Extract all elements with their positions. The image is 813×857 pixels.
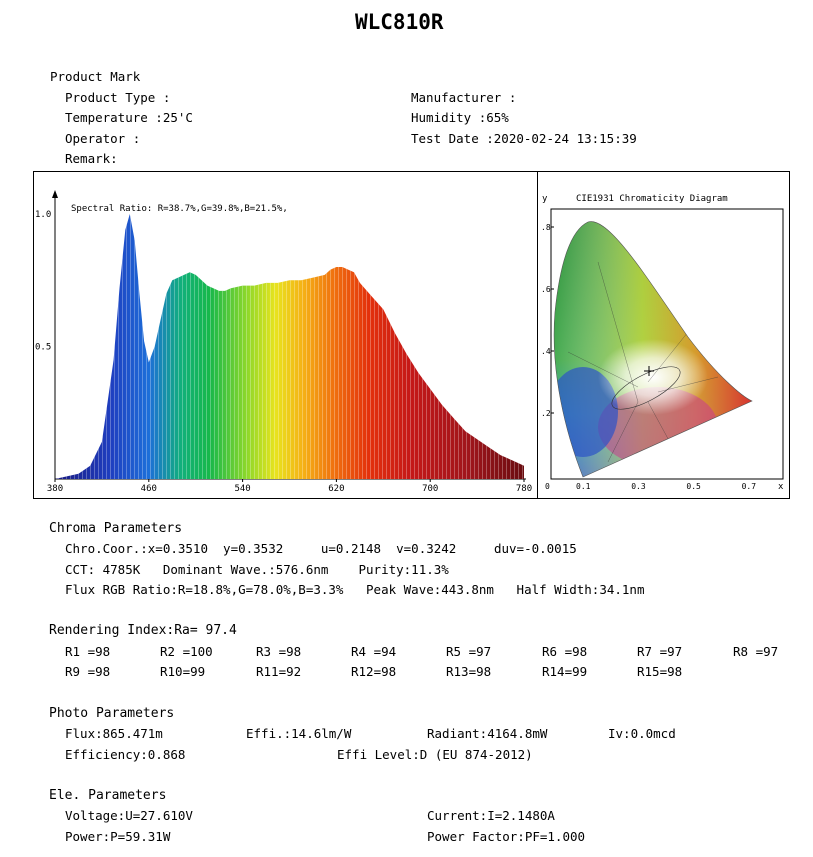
- chroma-heading: Chroma Parameters: [49, 521, 183, 536]
- voltage-value: Voltage:U=27.610V: [65, 808, 193, 823]
- operator: Operator :: [65, 131, 141, 146]
- rendering-index-value: R6 =98: [542, 644, 588, 659]
- ele-heading: Ele. Parameters: [49, 788, 167, 803]
- spectrum-x-tick-label: 460: [141, 484, 157, 494]
- radiant-value: Radiant:4164.8mW: [427, 726, 548, 741]
- power-factor-value: Power Factor:PF=1.000: [427, 829, 586, 844]
- humidity: Humidity :65%: [411, 110, 509, 125]
- panel-divider: [537, 171, 538, 499]
- cie-x-tick-label: 0.5: [686, 482, 701, 491]
- efficacy-value: Effi.:14.6lm/W: [246, 726, 352, 741]
- spectrum-x-tick-label: 700: [422, 484, 438, 494]
- spectrum-x-tick-label: 540: [234, 484, 250, 494]
- rendering-index-value: R7 =97: [637, 644, 683, 659]
- cie-gamut: [554, 221, 752, 477]
- flux-value: Flux:865.471m: [65, 726, 163, 741]
- cie-x-tick-label: 0: [545, 482, 550, 491]
- product-type: Product Type :: [65, 90, 171, 105]
- cie-y-label: y: [542, 194, 548, 204]
- manufacturer: Manufacturer :: [411, 90, 517, 105]
- rendering-index-value: R13=98: [446, 664, 492, 679]
- spectrum-x-tick-label: 620: [328, 484, 344, 494]
- effi-level-value: Effi Level:D (EU 874-2012): [337, 747, 533, 762]
- cie-x-tick-label: 0.1: [576, 482, 591, 491]
- cie-y-tick-label: .4: [541, 347, 551, 356]
- rendering-index-value: R10=99: [160, 664, 206, 679]
- flux-rgb-line: Flux RGB Ratio:R=18.8%,G=78.0%,B=3.3% Pe…: [65, 582, 645, 597]
- rendering-index-value: R3 =98: [256, 644, 302, 659]
- test-date: Test Date :2020-02-24 13:15:39: [411, 131, 637, 146]
- spectrum-chart: 380 460 540 620 700 780 1.0 0.5 Spectral Ratio…: [35, 190, 532, 494]
- rendering-index-value: R12=98: [351, 664, 397, 679]
- cct-line: CCT: 4785K Dominant Wave.:576.6nm Purity…: [65, 562, 449, 577]
- rendering-index-value: R2 =100: [160, 644, 213, 659]
- chroma-coordinates: Chro.Coor.:x=0.3510 y=0.3532 u=0.2148 v=…: [65, 541, 577, 556]
- cie-chart: y CIE1931 Chromaticity Diagram .8.6.4.2 …: [541, 194, 784, 492]
- cie-y-tick-label: .8: [541, 223, 551, 232]
- cie-y-tick-label: .2: [541, 409, 551, 418]
- spectrum-stripes: [55, 214, 524, 479]
- spectrum-x-tick-label: 780: [516, 484, 532, 494]
- spectral-ratio-label: Spectral Ratio: R=38.7%,G=39.8%,B=21.5%,: [71, 204, 288, 214]
- rendering-index-value: R8 =97: [733, 644, 779, 659]
- product-heading: Product Mark: [50, 69, 141, 84]
- current-value: Current:I=2.1480A: [427, 808, 555, 823]
- rendering-index-value: R15=98: [637, 664, 683, 679]
- rendering-index-value: R5 =97: [446, 644, 492, 659]
- cie-y-tick-label: .6: [541, 285, 551, 294]
- cie-frame: [550, 208, 784, 480]
- rendering-index-value: R9 =98: [65, 664, 111, 679]
- rendering-index-value: R11=92: [256, 664, 302, 679]
- power-value: Power:P=59.31W: [65, 829, 171, 844]
- chromaticity-point-marker: [644, 366, 654, 376]
- cie-locus: [553, 221, 753, 478]
- iv-value: Iv:0.0mcd: [608, 726, 676, 741]
- spectrum-y-tick-label: 1.0: [35, 210, 51, 220]
- cie-x-label: x: [778, 482, 784, 492]
- cie-x-tick-label: 0.3: [631, 482, 646, 491]
- spectrum-x-tick-label: 380: [47, 484, 63, 494]
- photo-heading: Photo Parameters: [49, 706, 175, 721]
- rendering-index-value: R1 =98: [65, 644, 111, 659]
- rendering-heading: Rendering Index:Ra= 97.4: [49, 623, 237, 638]
- temperature: Temperature :25'C: [65, 110, 193, 125]
- spectrum-y-tick-label: 0.5: [35, 343, 51, 353]
- report-title: WLC810R: [355, 10, 444, 34]
- cie-x-tick-label: 0.7: [742, 482, 757, 491]
- remark: Remark:: [65, 151, 118, 166]
- rendering-index-value: R4 =94: [351, 644, 397, 659]
- chart-panel: [33, 171, 790, 499]
- rendering-index-value: R14=99: [542, 664, 588, 679]
- cie-title: CIE1931 Chromaticity Diagram: [576, 194, 728, 204]
- efficiency-value: Efficiency:0.868: [65, 747, 186, 762]
- y-axis-arrow: [52, 190, 58, 198]
